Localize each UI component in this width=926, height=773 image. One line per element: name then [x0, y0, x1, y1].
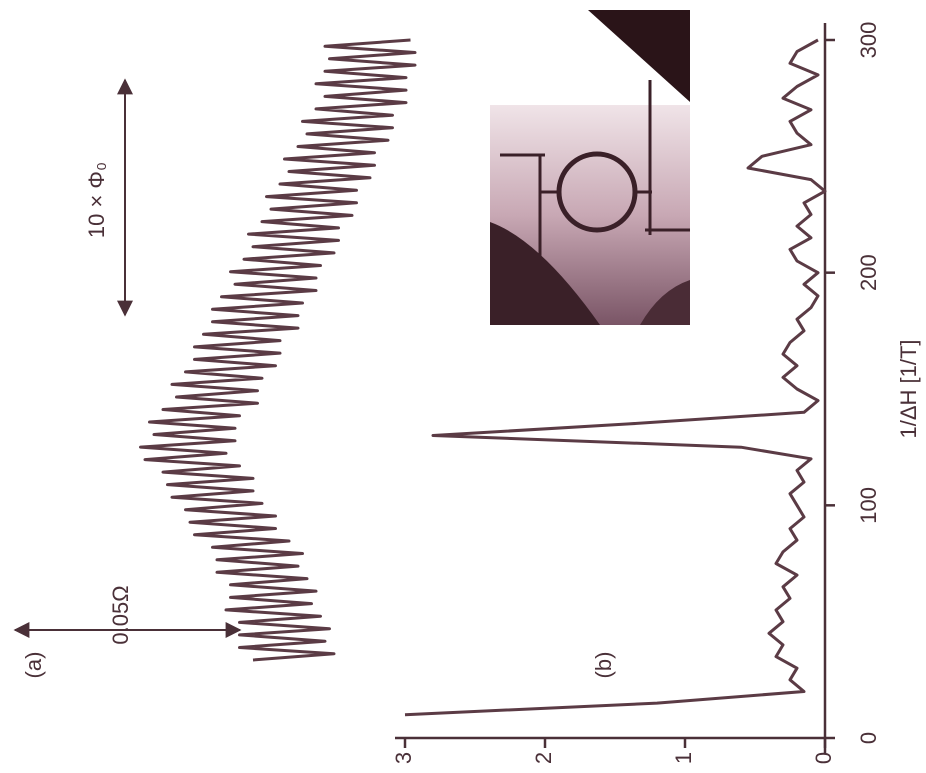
x-tick-label: 300 [856, 22, 881, 59]
y-tick-label: 2 [531, 752, 556, 764]
inset-photo [490, 10, 690, 325]
x-tick-label: 0 [856, 732, 881, 744]
flux-scale: 10 × Φ₀ [84, 162, 109, 238]
y-tick-label: 0 [811, 752, 836, 764]
y-tick-label: 1 [671, 752, 696, 764]
y-tick-label: 3 [391, 752, 416, 764]
x-axis-label: 1/ΔH [1/T] [896, 339, 921, 438]
x-tick-label: 200 [856, 254, 881, 291]
resistance-scale: 0.05Ω [108, 585, 133, 644]
panel-a-label: (a) [21, 652, 46, 679]
x-tick-label: 100 [856, 487, 881, 524]
axes [395, 23, 827, 753]
rotated-plot: (a) 0.05Ω 10 × Φ₀ (b) 1/ΔH [1/T] 0 100 200… [13, 22, 921, 764]
resistance-trace [139, 38, 417, 662]
fourier-spectrum [404, 38, 827, 717]
panel-b-label: (b) [591, 652, 616, 679]
